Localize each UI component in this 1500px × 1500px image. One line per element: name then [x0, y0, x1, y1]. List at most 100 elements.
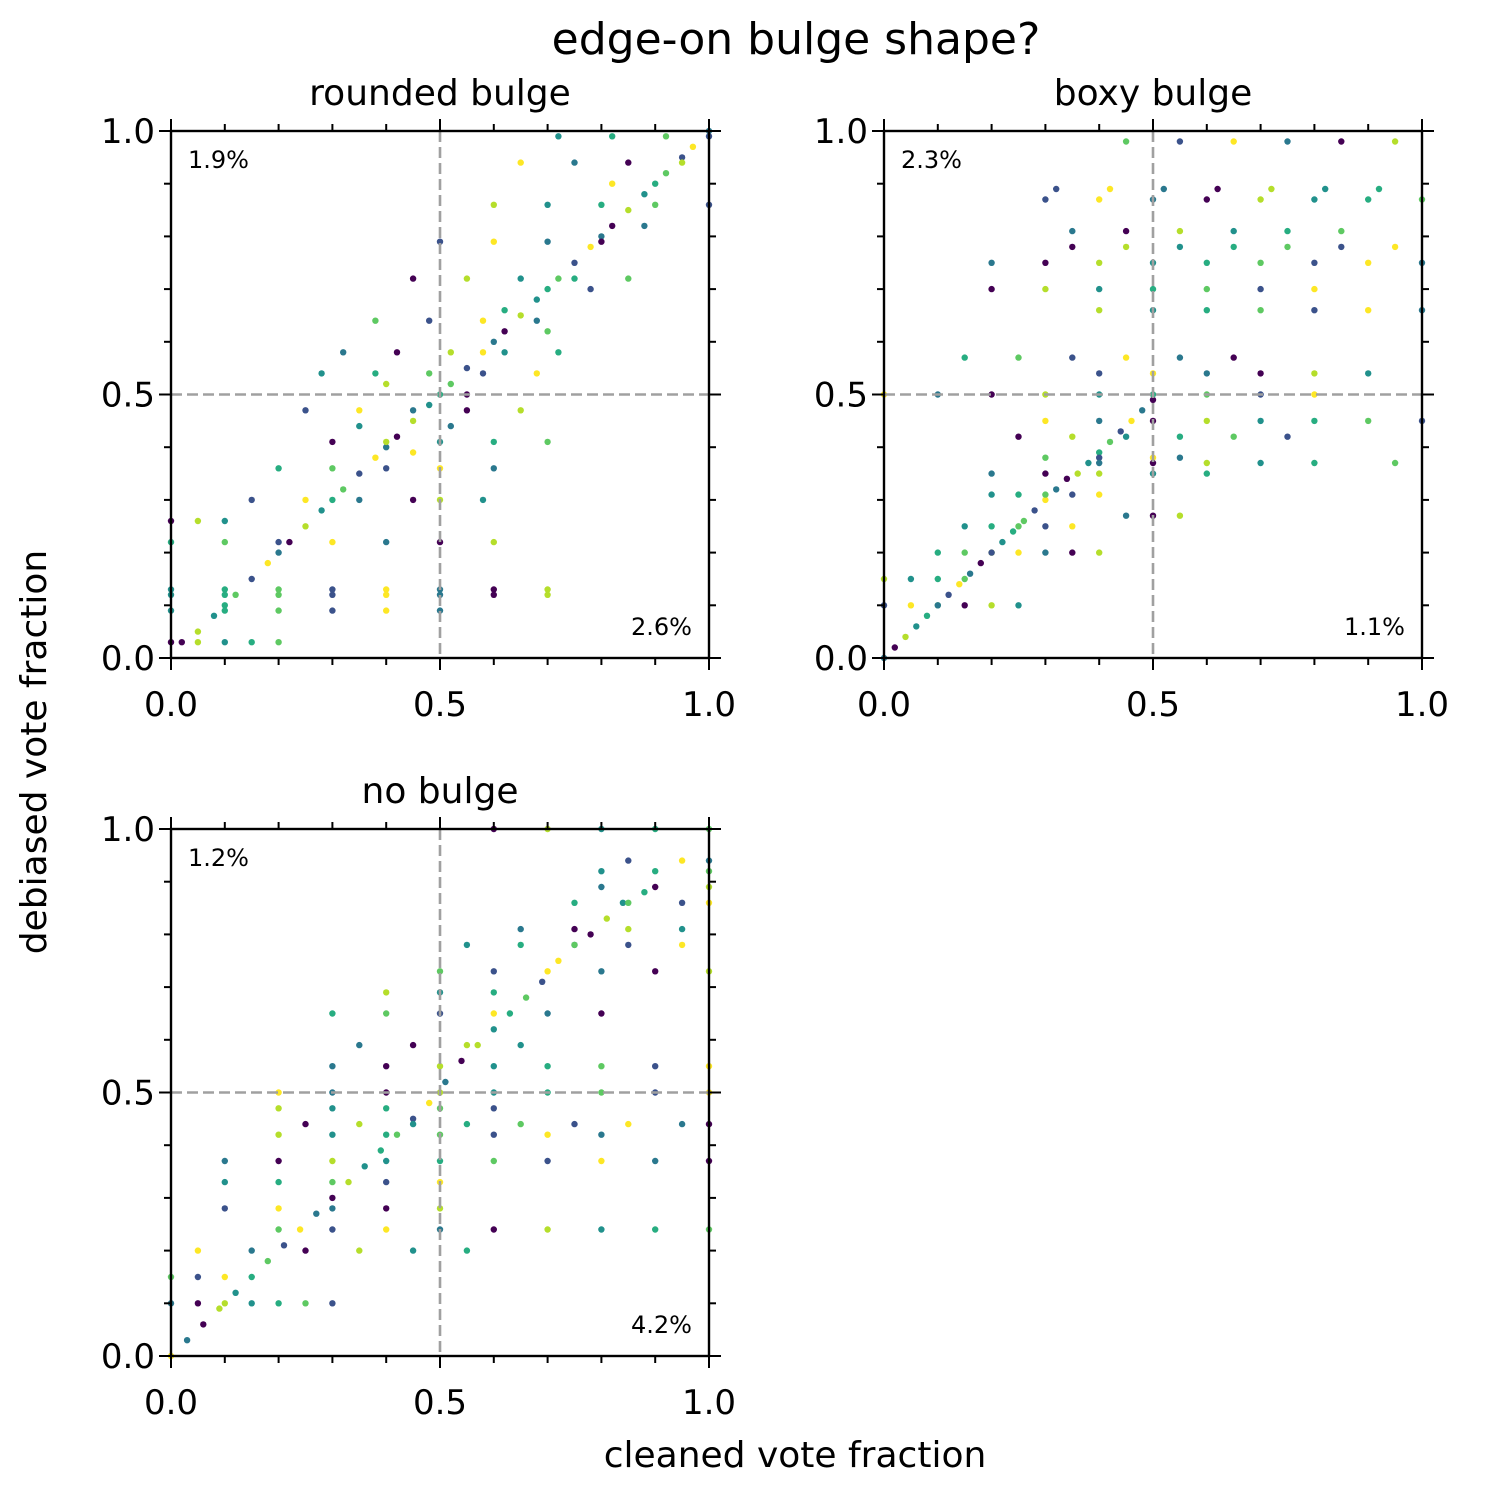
data-point: [641, 222, 648, 230]
data-point: [275, 465, 282, 472]
data-point: [490, 538, 497, 546]
data-point: [555, 133, 562, 140]
data-point: [966, 570, 974, 577]
data-point: [194, 639, 202, 646]
data-point: [474, 1041, 481, 1049]
x-tick-label: 0.0: [857, 685, 911, 725]
data-point: [329, 1131, 336, 1138]
data-point: [678, 1120, 686, 1128]
data-point: [383, 1205, 390, 1212]
data-point: [1128, 417, 1135, 425]
x-tick-label: 0.5: [413, 1383, 467, 1423]
data-point: [598, 1089, 605, 1096]
data-point: [517, 312, 524, 319]
data-point: [463, 407, 471, 414]
data-point: [275, 549, 282, 556]
data-point: [544, 285, 551, 293]
data-point: [426, 317, 433, 324]
data-point: [625, 857, 632, 864]
data-point: [619, 899, 627, 906]
data-point: [1338, 243, 1345, 251]
data-point: [490, 201, 497, 208]
data-point: [232, 1289, 239, 1297]
data-point: [501, 328, 508, 335]
data-point: [194, 628, 202, 635]
data-point: [372, 317, 379, 324]
data-point: [1015, 433, 1022, 440]
y-tick-label: 0.0: [101, 639, 155, 679]
data-point: [221, 639, 228, 646]
data-point: [641, 191, 648, 198]
data-point: [329, 438, 336, 446]
data-point: [598, 1226, 605, 1233]
data-point: [194, 1247, 202, 1254]
x-tick-label: 1.0: [682, 1383, 736, 1423]
data-point: [436, 538, 444, 546]
data-point: [1074, 470, 1081, 477]
data-point: [678, 925, 686, 933]
data-point: [329, 1010, 336, 1017]
data-point: [248, 639, 255, 646]
data-point: [275, 1131, 282, 1138]
data-point: [609, 133, 616, 140]
data-point: [1015, 549, 1022, 556]
data-point: [598, 201, 605, 208]
data-point: [1096, 370, 1103, 377]
data-point: [409, 275, 417, 282]
data-point: [490, 1226, 497, 1233]
data-point: [409, 407, 417, 414]
data-point: [522, 994, 530, 1001]
data-point: [183, 1337, 191, 1344]
data-point: [248, 575, 255, 583]
data-point: [383, 1131, 390, 1138]
data-point: [544, 1010, 551, 1017]
data-point: [383, 1010, 390, 1017]
data-point: [248, 1247, 255, 1254]
data-point: [1257, 417, 1264, 425]
data-point: [1122, 227, 1130, 235]
data-point: [329, 1194, 336, 1202]
data-point: [409, 1115, 417, 1123]
data-point: [302, 1247, 309, 1254]
data-point: [555, 349, 562, 356]
data-point: [988, 285, 995, 293]
data-point: [533, 370, 540, 377]
data-point: [329, 586, 336, 593]
data-point: [1042, 549, 1049, 556]
data-point: [178, 639, 185, 646]
data-point: [372, 370, 379, 377]
x-tick-label: 0.5: [1126, 685, 1180, 725]
data-point: [517, 159, 524, 166]
data-point: [1284, 243, 1291, 251]
y-tick-label: 1.0: [101, 112, 155, 152]
data-point: [571, 275, 578, 282]
data-point: [517, 941, 524, 949]
panel-1: 0.0 0.5 1.0 0.0 0.5 1.0 rounded bulge 1.9% 2.6%: [101, 73, 736, 725]
data-point: [490, 968, 497, 975]
data-point: [372, 454, 379, 461]
data-point: [544, 968, 551, 975]
data-point: [1338, 227, 1345, 235]
data-point: [1117, 428, 1124, 435]
data-point: [275, 1205, 282, 1212]
data-point: [1063, 475, 1071, 482]
data-point: [318, 370, 325, 377]
data-point: [961, 523, 968, 530]
data-point: [1096, 285, 1103, 293]
data-point: [463, 941, 471, 949]
data-point: [641, 889, 648, 896]
data-point: [1203, 259, 1211, 266]
data-point: [598, 238, 605, 245]
data-point: [463, 1247, 471, 1254]
data-point: [1069, 354, 1076, 361]
data-point: [1096, 459, 1103, 467]
data-point: [587, 285, 594, 293]
data-point: [194, 1300, 202, 1307]
data-point: [275, 538, 282, 546]
x-tick-label: 0.0: [144, 685, 198, 725]
data-point: [361, 1163, 368, 1170]
data-point: [533, 317, 540, 324]
data-point: [383, 1063, 390, 1070]
data-point: [345, 1178, 352, 1186]
y-tick-label: 1.0: [101, 810, 155, 850]
